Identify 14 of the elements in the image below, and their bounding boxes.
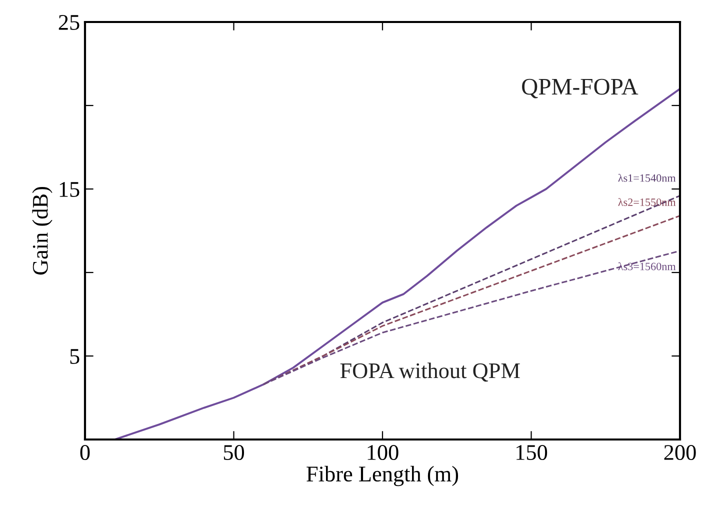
y-tick-label: 25 [58, 14, 80, 30]
series-label: λs3=1560nm [618, 262, 676, 270]
x-tick-label: 50 [224, 445, 244, 460]
x-tick-label: 0 [80, 445, 90, 460]
x-tick-label: 150 [516, 445, 548, 460]
annotation: FOPA without QPM [340, 362, 520, 382]
series-label: λs1=1540nm [618, 174, 676, 182]
x-tick-label: 100 [368, 445, 398, 460]
y-tick-label: 5 [70, 349, 80, 364]
x-tick-label: 200 [664, 445, 696, 460]
series-label: QPM-FOPA [522, 78, 638, 98]
y-axis-title: Gain (dB) [32, 186, 52, 275]
x-axis-title: Fibre Length (m) [306, 466, 458, 486]
y-tick-label: 15 [60, 182, 80, 197]
